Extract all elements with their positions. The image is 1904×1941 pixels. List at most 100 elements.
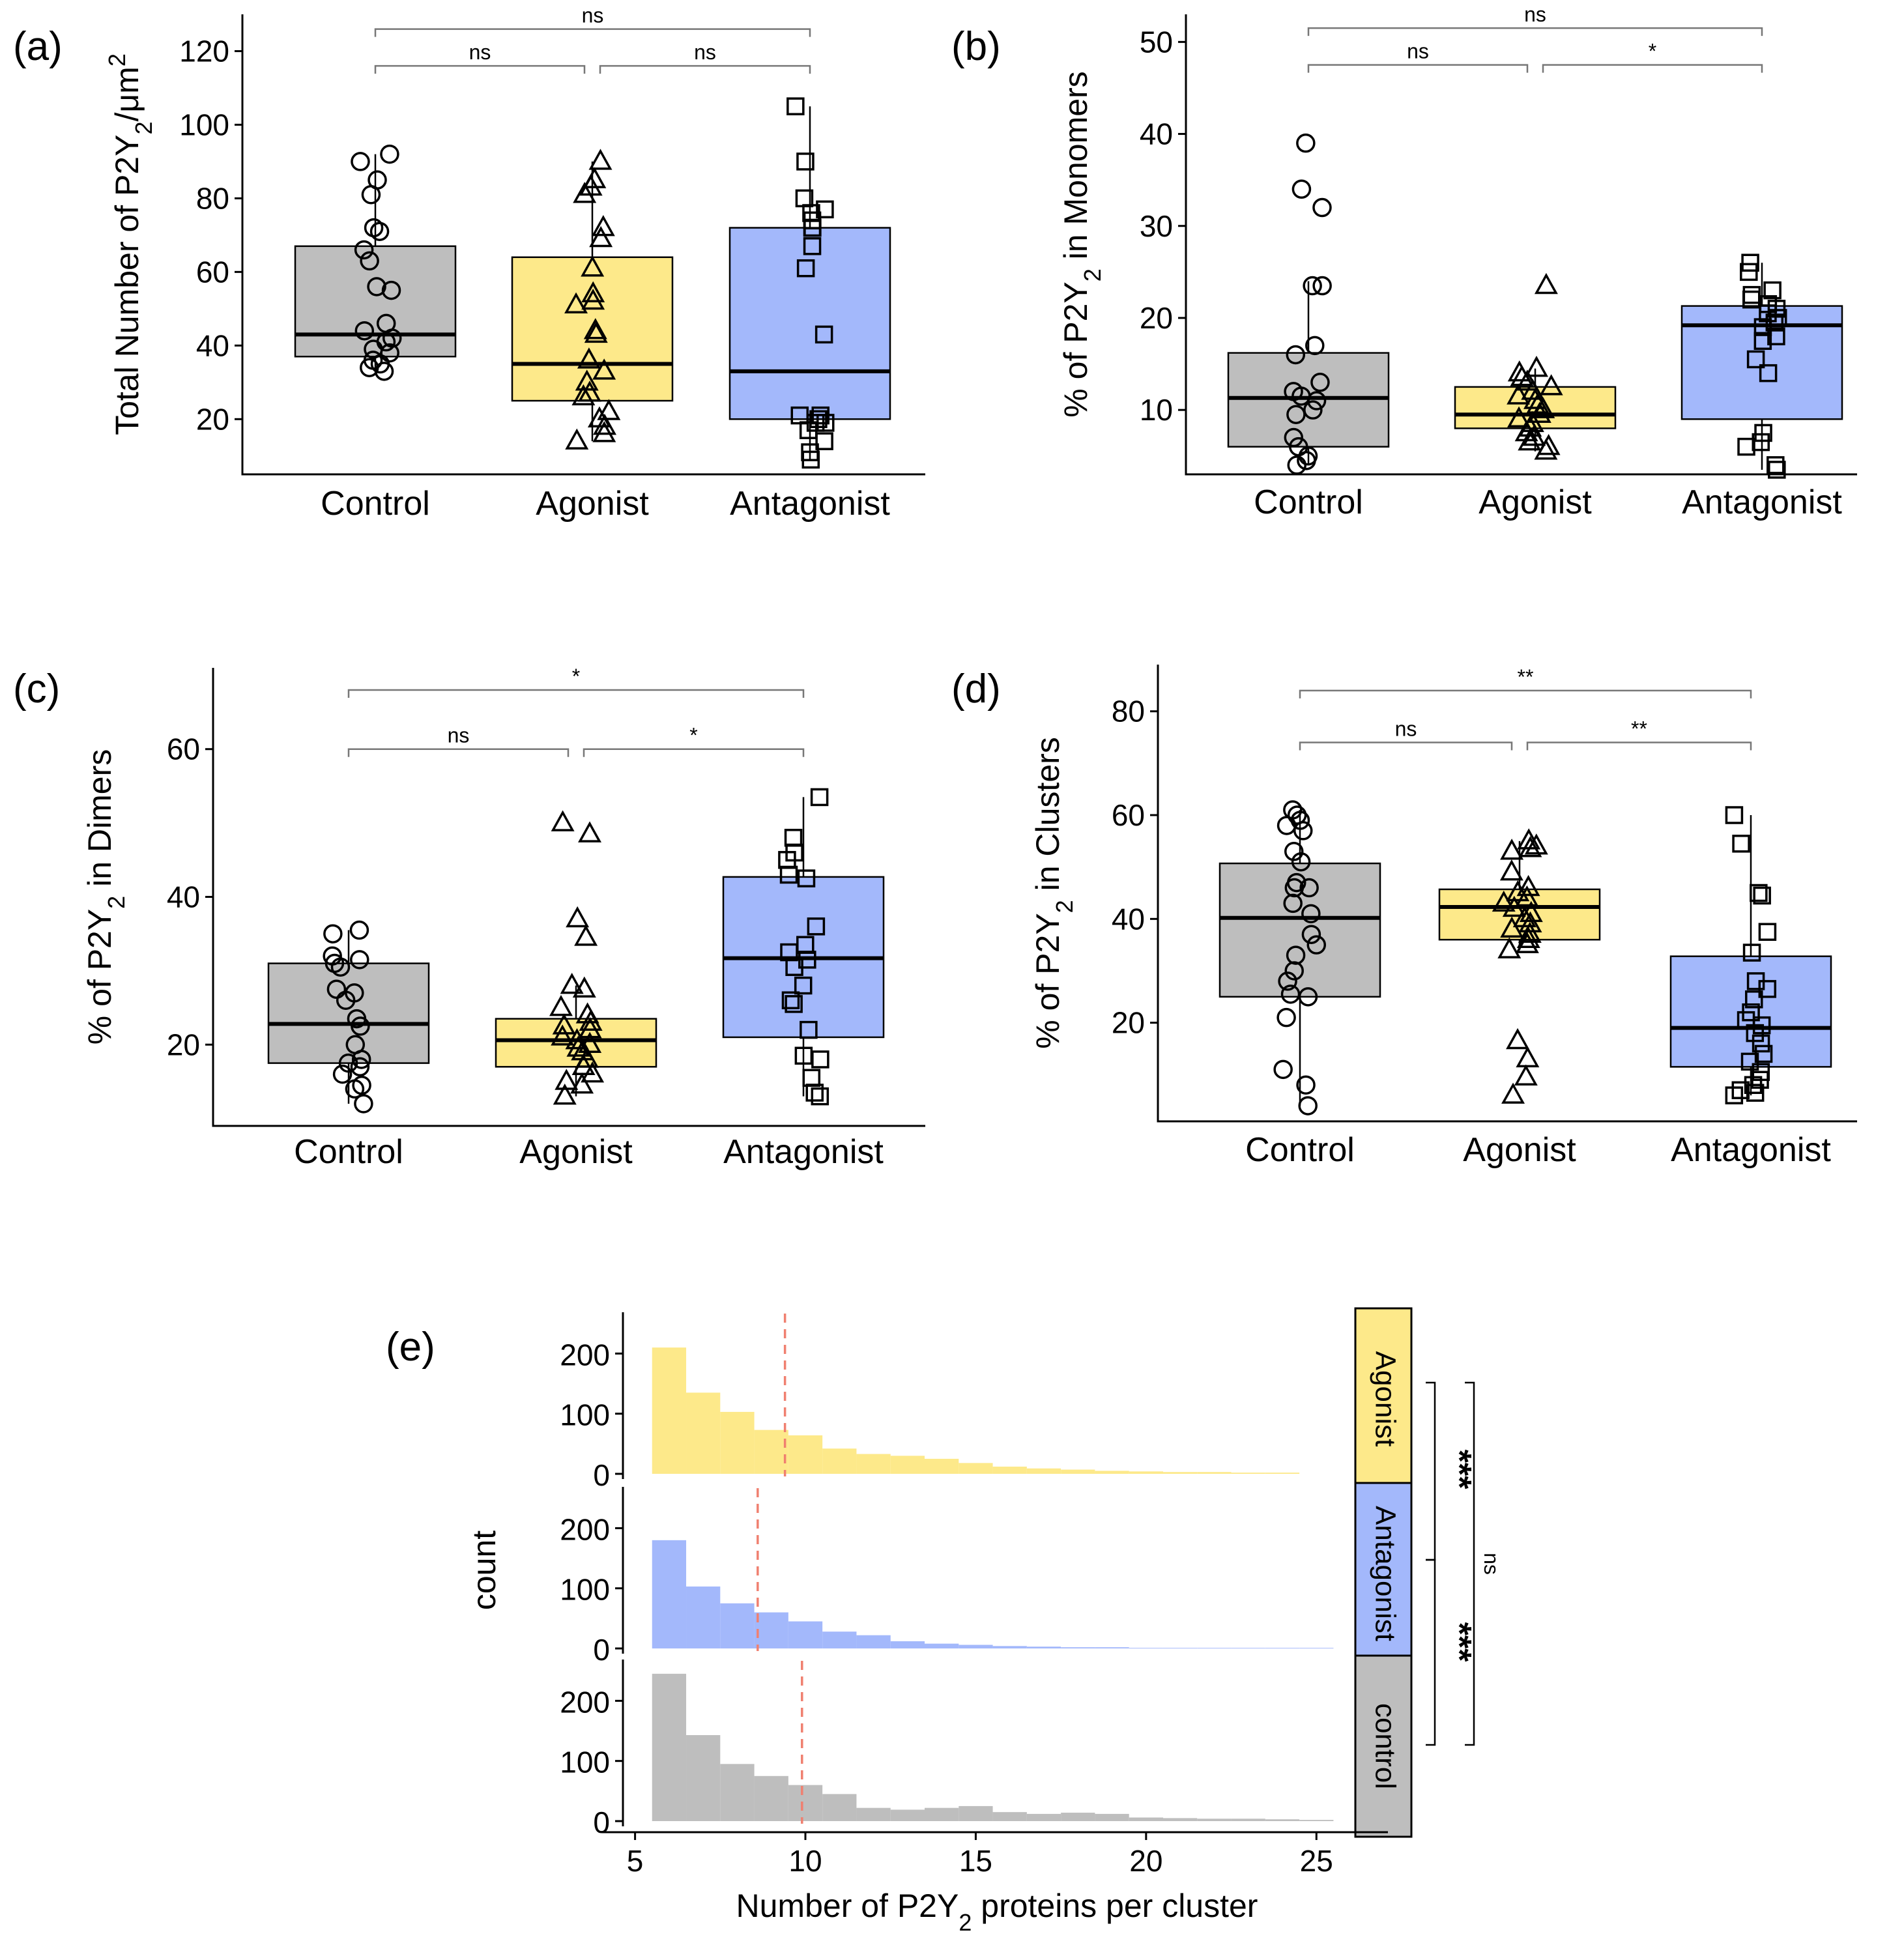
data-point xyxy=(579,1009,603,1031)
box xyxy=(267,962,430,1064)
data-point xyxy=(354,1094,373,1114)
data-point xyxy=(1510,365,1534,386)
boxplot-panel-d: (d) 20 40 60 80 % of P2Y2 in Clusters Control A… xyxy=(951,665,1857,1169)
facet-control: 0 100 200 control xyxy=(560,1654,1413,1839)
data-point xyxy=(1301,904,1321,924)
significance-label: ns xyxy=(469,40,491,64)
histogram-bar xyxy=(992,1646,1027,1648)
significance-bracket xyxy=(347,689,805,698)
data-point xyxy=(1502,895,1526,917)
data-point xyxy=(1506,1028,1530,1050)
box xyxy=(294,245,457,358)
data-point xyxy=(1758,980,1777,998)
data-point xyxy=(1763,281,1781,300)
boxplot-panel-c: (c) 20 40 60 % of P2Y2 in Dimers Control Agoni… xyxy=(13,665,925,1171)
histogram-bar xyxy=(1061,1813,1095,1821)
data-point xyxy=(374,362,394,381)
data-point xyxy=(1515,885,1539,907)
data-point xyxy=(1500,916,1524,938)
histogram-bar xyxy=(720,1764,755,1821)
data-point xyxy=(351,1050,371,1069)
histogram-bar xyxy=(1026,1646,1061,1648)
histogram-bar xyxy=(890,1809,925,1821)
data-point xyxy=(1296,133,1316,153)
data-point xyxy=(1534,272,1558,295)
group-antagonist xyxy=(722,788,885,1106)
significance-bracket xyxy=(347,748,570,757)
y-tick-label: 100 xyxy=(560,1398,610,1432)
data-point xyxy=(577,381,601,402)
data-point xyxy=(1765,313,1784,332)
data-point xyxy=(360,251,379,271)
data-point xyxy=(801,450,820,469)
y-axis-label: Total Number of P2Y2/μm2 xyxy=(104,53,157,435)
data-point xyxy=(1278,971,1297,991)
y-axis-label: count xyxy=(466,1531,502,1610)
data-point xyxy=(1492,890,1516,912)
data-point xyxy=(815,432,833,450)
x-category-label: Control xyxy=(294,1133,403,1171)
data-point xyxy=(1754,424,1772,442)
significance-label: ** xyxy=(1631,717,1647,740)
x-category-label: Antagonist xyxy=(723,1133,884,1171)
data-point xyxy=(1518,921,1542,943)
data-point xyxy=(779,865,798,884)
data-point xyxy=(1768,309,1787,327)
box xyxy=(1680,305,1843,420)
data-point xyxy=(796,259,815,278)
data-point xyxy=(592,358,616,380)
data-point xyxy=(1753,886,1771,905)
histogram-bar xyxy=(652,1540,687,1648)
y-tick-label: 80 xyxy=(196,181,229,215)
data-point xyxy=(1500,839,1524,860)
x-tick-label: 25 xyxy=(1300,1844,1333,1878)
data-point xyxy=(1507,406,1531,428)
histogram-bar xyxy=(925,1807,959,1821)
significance-label: ns xyxy=(1407,40,1429,63)
significance-label: * xyxy=(572,665,580,688)
axis-lines xyxy=(1185,14,1857,476)
data-point xyxy=(1746,350,1765,369)
data-point xyxy=(1507,383,1531,405)
comparison-label: *** xyxy=(1440,1622,1478,1662)
y-axis-label: % of P2Y2 in Monomers xyxy=(1058,71,1106,417)
y-tick-label: 50 xyxy=(1140,25,1173,59)
group-antagonist xyxy=(728,97,891,469)
x-tick-label: 10 xyxy=(788,1844,822,1878)
histogram-bar xyxy=(686,1392,721,1474)
histogram-bar xyxy=(856,1807,891,1821)
significance-bracket xyxy=(599,65,811,74)
data-point xyxy=(560,972,584,994)
data-point xyxy=(1497,937,1522,958)
data-point xyxy=(1306,935,1327,955)
data-point xyxy=(800,1020,818,1039)
data-point xyxy=(588,149,613,170)
data-point xyxy=(571,1054,596,1076)
histogram-bar xyxy=(992,1466,1027,1474)
facet-strip-label: control xyxy=(1369,1703,1401,1789)
data-point xyxy=(1296,1075,1316,1095)
histogram-bar xyxy=(992,1812,1027,1821)
data-point xyxy=(1768,461,1786,479)
x-category-label: Agonist xyxy=(1478,483,1592,521)
data-point xyxy=(1297,451,1316,470)
data-point xyxy=(803,237,822,255)
histogram-bar xyxy=(1026,1813,1061,1821)
y-tick-label: 120 xyxy=(179,34,229,68)
data-point xyxy=(350,1057,370,1077)
data-point xyxy=(816,414,835,432)
histogram-bar xyxy=(1061,1647,1095,1648)
y-tick-label: 20 xyxy=(1140,301,1173,335)
x-category-label: Antagonist xyxy=(730,485,890,523)
data-point xyxy=(1752,433,1770,452)
x-category-label: Antagonist xyxy=(1682,483,1842,521)
group-antagonist xyxy=(1669,806,1832,1104)
data-point xyxy=(1758,923,1777,941)
panel-letter: (c) xyxy=(13,667,60,712)
histogram-bar xyxy=(959,1463,993,1474)
significance-label: * xyxy=(689,724,697,747)
data-point xyxy=(1514,1064,1538,1086)
histogram-bar xyxy=(925,1458,959,1474)
data-point xyxy=(552,1013,576,1035)
